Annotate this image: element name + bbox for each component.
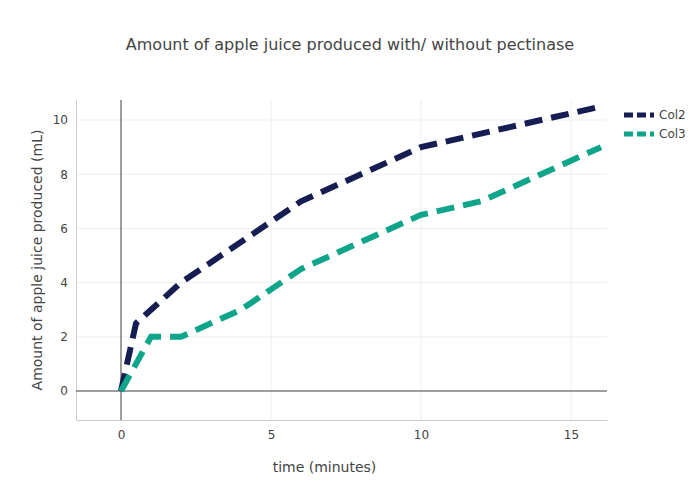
legend-swatch [624, 132, 654, 137]
y-axis: 0 2 4 6 8 10 [53, 101, 77, 421]
series-line [121, 107, 601, 392]
x-grid-line [121, 100, 122, 420]
tick: 15 [564, 420, 579, 442]
tick-label: 0 [118, 428, 126, 442]
legend: Col2 Col3 [624, 108, 686, 141]
x-zero-line [121, 100, 122, 420]
y-zero-line [76, 391, 607, 392]
axis-line [77, 420, 608, 421]
y-grid-line [76, 174, 607, 175]
legend-label: Col2 [659, 108, 686, 122]
tick: 0 [60, 384, 76, 398]
x-grid-line [271, 100, 272, 420]
x-axis: 0 5 10 15 [77, 420, 608, 442]
tick: 5 [268, 420, 276, 442]
tick: 4 [60, 276, 76, 290]
axis-line [76, 101, 77, 421]
y-grid-line [76, 391, 607, 392]
tick: 0 [118, 420, 126, 442]
tick: 10 [53, 113, 76, 127]
chart: 0 5 10 15 0 2 4 6 8 10 Amount of apple juice produ… [0, 0, 700, 500]
legend-swatch [624, 113, 654, 118]
tick-label: 2 [60, 330, 68, 344]
tick-label: 10 [414, 428, 429, 442]
title: Amount of apple juice produced with/ wit… [126, 35, 574, 54]
tick-label: 5 [268, 428, 276, 442]
tick-label: 10 [53, 113, 68, 127]
tick: 10 [414, 420, 429, 442]
tick-label: 15 [564, 428, 579, 442]
tick-label: 4 [60, 276, 68, 290]
y-grid-line [76, 282, 607, 283]
x-axis-title: time (minutes) [273, 459, 377, 475]
grid [76, 100, 607, 420]
zero-lines [76, 100, 607, 420]
series-line [121, 147, 601, 391]
tick-label: 0 [60, 384, 68, 398]
tick-label: 8 [60, 168, 68, 182]
tick: 8 [60, 168, 76, 182]
lines [121, 107, 601, 392]
x-grid-line [571, 100, 572, 420]
y-grid-line [76, 228, 607, 229]
tick: 2 [60, 330, 76, 344]
legend-label: Col3 [659, 127, 686, 141]
tick-label: 6 [60, 222, 68, 236]
tick: 6 [60, 222, 76, 236]
y-axis-title: Amount of apple juice produced (mL) [29, 130, 45, 391]
